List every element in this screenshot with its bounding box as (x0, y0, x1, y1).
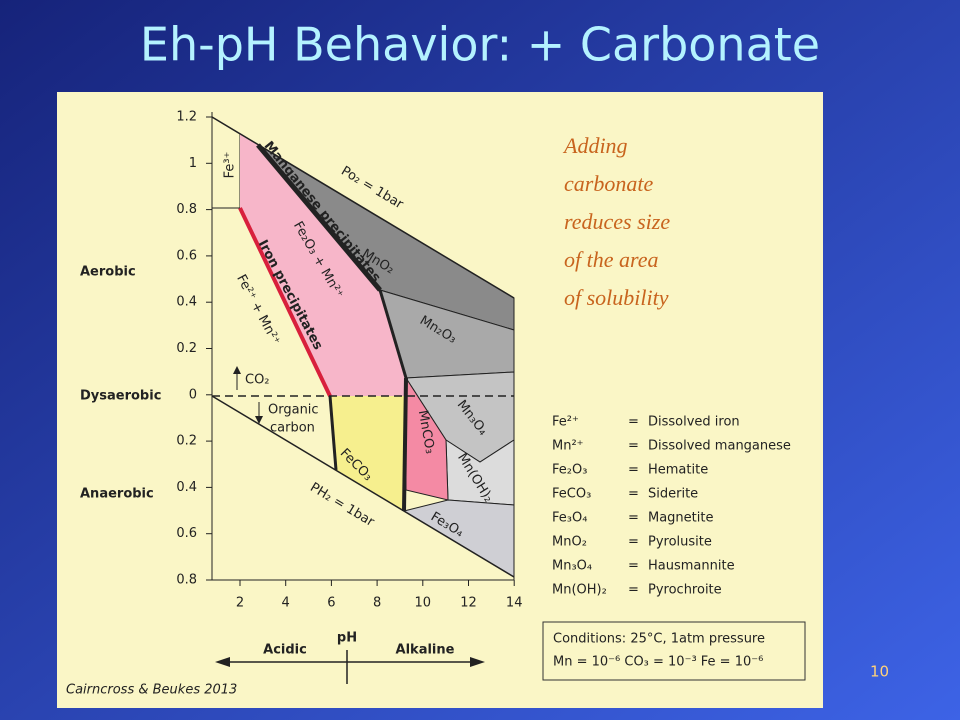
x-tick-label: 8 (373, 596, 381, 611)
y-tick-label: 0.8 (176, 573, 197, 588)
legend-symbol: Fe²⁺ (552, 415, 579, 430)
legend-symbol: MnO₂ (552, 535, 587, 550)
zone-label: Dysaerobic (80, 389, 161, 404)
annotation-line: of the area (564, 247, 659, 272)
x-axis-label: pH (337, 631, 357, 646)
legend-description: Hausmannite (648, 559, 735, 574)
x-tick-label: 14 (506, 596, 523, 611)
mn-boundary (378, 289, 408, 379)
region-label: Organic (268, 403, 319, 418)
y-tick-label: 0.6 (176, 526, 197, 541)
zone-label: Anaerobic (80, 487, 154, 502)
conditions-box (542, 621, 806, 681)
legend-description: Pyrolusite (648, 535, 712, 550)
y-tick-label: 0.4 (176, 480, 197, 495)
direction-label: Acidic (263, 643, 307, 658)
x-tick-label: 10 (415, 596, 432, 611)
legend-description: Dissolved iron (648, 415, 740, 430)
x-tick-label: 12 (460, 596, 477, 611)
slide-title: Eh-pH Behavior: + Carbonate (140, 18, 820, 72)
arrow-head (255, 416, 263, 424)
annotation-line: carbonate (564, 171, 653, 196)
legend-equals: = (628, 487, 639, 502)
region-label: CO₂ (245, 373, 270, 388)
legend-equals: = (628, 415, 639, 430)
arrow-head (470, 657, 485, 667)
y-tick-label: 0.2 (176, 434, 197, 449)
conditions-line: Conditions: 25°C, 1atm pressure (553, 632, 765, 647)
legend-symbol: Mn₃O₄ (552, 559, 592, 574)
legend-symbol: Mn(OH)₂ (552, 583, 607, 598)
region-label: Fe³⁺ (223, 152, 238, 179)
o2-line (211, 116, 515, 299)
fe-boundary (238, 207, 332, 397)
conditions-line: Mn = 10⁻⁶ CO₃ = 10⁻³ Fe = 10⁻⁶ (553, 655, 763, 670)
region-label: carbon (270, 421, 315, 436)
y-tick-label: 0 (189, 387, 197, 402)
annotation-line: reduces size (564, 209, 670, 234)
feco3-region (330, 396, 406, 511)
arrow-head (215, 657, 230, 667)
x-tick-label: 2 (236, 596, 244, 611)
fe-boundary (328, 395, 338, 471)
annotation-line: Adding (562, 133, 628, 158)
y-tick-label: 0.4 (176, 295, 197, 310)
legend-symbol: Fe₂O₃ (552, 463, 587, 478)
legend-description: Siderite (648, 487, 698, 502)
page-number: 10 (870, 663, 889, 681)
legend-equals: = (628, 559, 639, 574)
arrow-head (233, 366, 241, 374)
y-tick-label: 1.2 (176, 110, 197, 125)
legend-symbol: Fe₃O₄ (552, 511, 587, 526)
legend-description: Pyrochroite (648, 583, 722, 598)
zone-label: Aerobic (80, 265, 136, 280)
regions (211, 112, 515, 684)
y-tick-label: 0.2 (176, 341, 197, 356)
y-tick-label: 0.8 (176, 202, 197, 217)
legend-equals: = (628, 583, 639, 598)
fe-boundary (402, 377, 408, 512)
citation: Cairncross & Beukes 2013 (66, 683, 237, 698)
legend-symbol: FeCO₃ (552, 487, 591, 502)
x-tick-label: 6 (327, 596, 335, 611)
h2-line (211, 395, 515, 578)
pink-region (240, 134, 406, 396)
legend-symbol: Mn²⁺ (552, 439, 584, 454)
x-tick-label: 4 (282, 596, 290, 611)
legend-equals: = (628, 463, 639, 478)
legend-equals: = (628, 511, 639, 526)
legend-equals: = (628, 535, 639, 550)
legend-description: Dissolved manganese (648, 439, 791, 454)
legend-equals: = (628, 439, 639, 454)
y-tick-label: 0.6 (176, 248, 197, 263)
direction-label: Alkaline (396, 643, 455, 658)
y-tick-label: 1 (189, 156, 197, 171)
legend-description: Magnetite (648, 511, 713, 526)
legend-description: Hematite (648, 463, 708, 478)
mn-boundary (256, 143, 382, 292)
annotation-line: of solubility (564, 285, 669, 310)
